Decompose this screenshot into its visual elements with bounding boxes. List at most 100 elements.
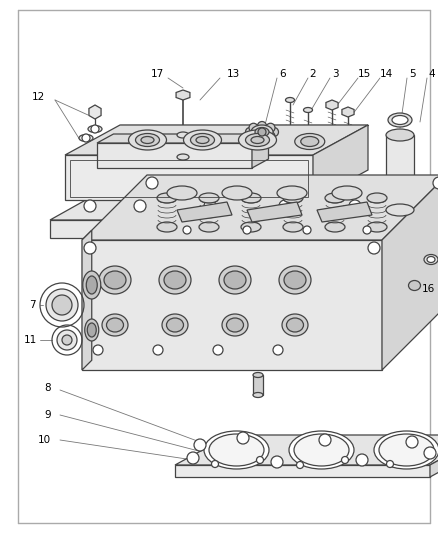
- Ellipse shape: [366, 193, 386, 203]
- Polygon shape: [82, 175, 438, 240]
- Circle shape: [405, 436, 417, 448]
- Text: 9: 9: [45, 410, 51, 420]
- Polygon shape: [359, 192, 409, 238]
- Circle shape: [84, 242, 96, 254]
- Polygon shape: [429, 435, 438, 477]
- Polygon shape: [312, 125, 367, 200]
- Circle shape: [257, 122, 266, 131]
- Polygon shape: [177, 135, 189, 157]
- Circle shape: [245, 127, 254, 136]
- Circle shape: [248, 123, 258, 132]
- Text: 13: 13: [226, 69, 239, 79]
- Circle shape: [385, 461, 392, 467]
- Circle shape: [302, 226, 310, 234]
- Polygon shape: [247, 202, 301, 222]
- Polygon shape: [50, 192, 409, 220]
- Ellipse shape: [276, 186, 306, 200]
- Circle shape: [82, 134, 90, 142]
- Circle shape: [153, 345, 162, 355]
- Ellipse shape: [222, 186, 251, 200]
- Polygon shape: [252, 375, 262, 395]
- Ellipse shape: [204, 431, 268, 469]
- Circle shape: [265, 132, 274, 141]
- Text: 11: 11: [23, 335, 36, 345]
- Ellipse shape: [162, 314, 187, 336]
- Ellipse shape: [279, 266, 310, 294]
- Circle shape: [270, 456, 283, 468]
- Ellipse shape: [195, 136, 208, 143]
- Polygon shape: [50, 220, 359, 238]
- Polygon shape: [65, 125, 367, 155]
- Ellipse shape: [251, 136, 263, 143]
- Ellipse shape: [166, 318, 183, 332]
- Polygon shape: [89, 105, 101, 119]
- Ellipse shape: [177, 132, 189, 138]
- Polygon shape: [175, 435, 438, 465]
- Ellipse shape: [85, 319, 99, 341]
- Ellipse shape: [87, 323, 96, 337]
- Text: 6: 6: [279, 69, 286, 79]
- Ellipse shape: [141, 136, 154, 143]
- Ellipse shape: [82, 271, 100, 299]
- Circle shape: [91, 125, 99, 133]
- Ellipse shape: [331, 186, 361, 200]
- Ellipse shape: [385, 129, 413, 141]
- Ellipse shape: [102, 314, 128, 336]
- Ellipse shape: [159, 266, 191, 294]
- Circle shape: [93, 345, 103, 355]
- Ellipse shape: [106, 318, 123, 332]
- Ellipse shape: [135, 133, 159, 147]
- Circle shape: [265, 123, 274, 132]
- Polygon shape: [82, 230, 92, 370]
- Polygon shape: [176, 90, 190, 100]
- Text: 5: 5: [409, 69, 415, 79]
- Text: 8: 8: [45, 383, 51, 393]
- Circle shape: [272, 345, 283, 355]
- Ellipse shape: [378, 434, 433, 466]
- Ellipse shape: [254, 127, 268, 136]
- Ellipse shape: [240, 222, 261, 232]
- Polygon shape: [175, 465, 429, 477]
- Polygon shape: [65, 155, 312, 200]
- Ellipse shape: [283, 222, 302, 232]
- Polygon shape: [341, 107, 353, 117]
- Ellipse shape: [99, 266, 131, 294]
- Ellipse shape: [183, 130, 221, 150]
- Ellipse shape: [226, 318, 243, 332]
- Circle shape: [341, 456, 348, 464]
- Text: 16: 16: [420, 284, 434, 294]
- Circle shape: [257, 133, 266, 142]
- Ellipse shape: [104, 271, 126, 289]
- Circle shape: [194, 439, 205, 451]
- Ellipse shape: [324, 222, 344, 232]
- Circle shape: [84, 200, 96, 212]
- Circle shape: [243, 226, 251, 234]
- Ellipse shape: [387, 113, 411, 127]
- Circle shape: [237, 432, 248, 444]
- Ellipse shape: [408, 280, 420, 290]
- Polygon shape: [177, 202, 231, 222]
- Text: 17: 17: [150, 69, 163, 79]
- Circle shape: [204, 200, 215, 212]
- Circle shape: [248, 132, 258, 141]
- Circle shape: [187, 452, 198, 464]
- Circle shape: [355, 454, 367, 466]
- Ellipse shape: [293, 434, 348, 466]
- Ellipse shape: [222, 314, 247, 336]
- Ellipse shape: [283, 193, 302, 203]
- Ellipse shape: [164, 271, 186, 289]
- Text: 7: 7: [28, 300, 35, 310]
- Ellipse shape: [208, 434, 263, 466]
- Ellipse shape: [251, 125, 272, 139]
- Circle shape: [423, 447, 435, 459]
- Ellipse shape: [373, 431, 438, 469]
- Polygon shape: [385, 135, 413, 210]
- Ellipse shape: [245, 133, 269, 147]
- Ellipse shape: [303, 108, 312, 112]
- Ellipse shape: [190, 133, 214, 147]
- Ellipse shape: [391, 116, 407, 125]
- Text: 10: 10: [37, 435, 50, 445]
- Text: 12: 12: [31, 92, 45, 102]
- Circle shape: [211, 461, 218, 467]
- Ellipse shape: [88, 125, 102, 133]
